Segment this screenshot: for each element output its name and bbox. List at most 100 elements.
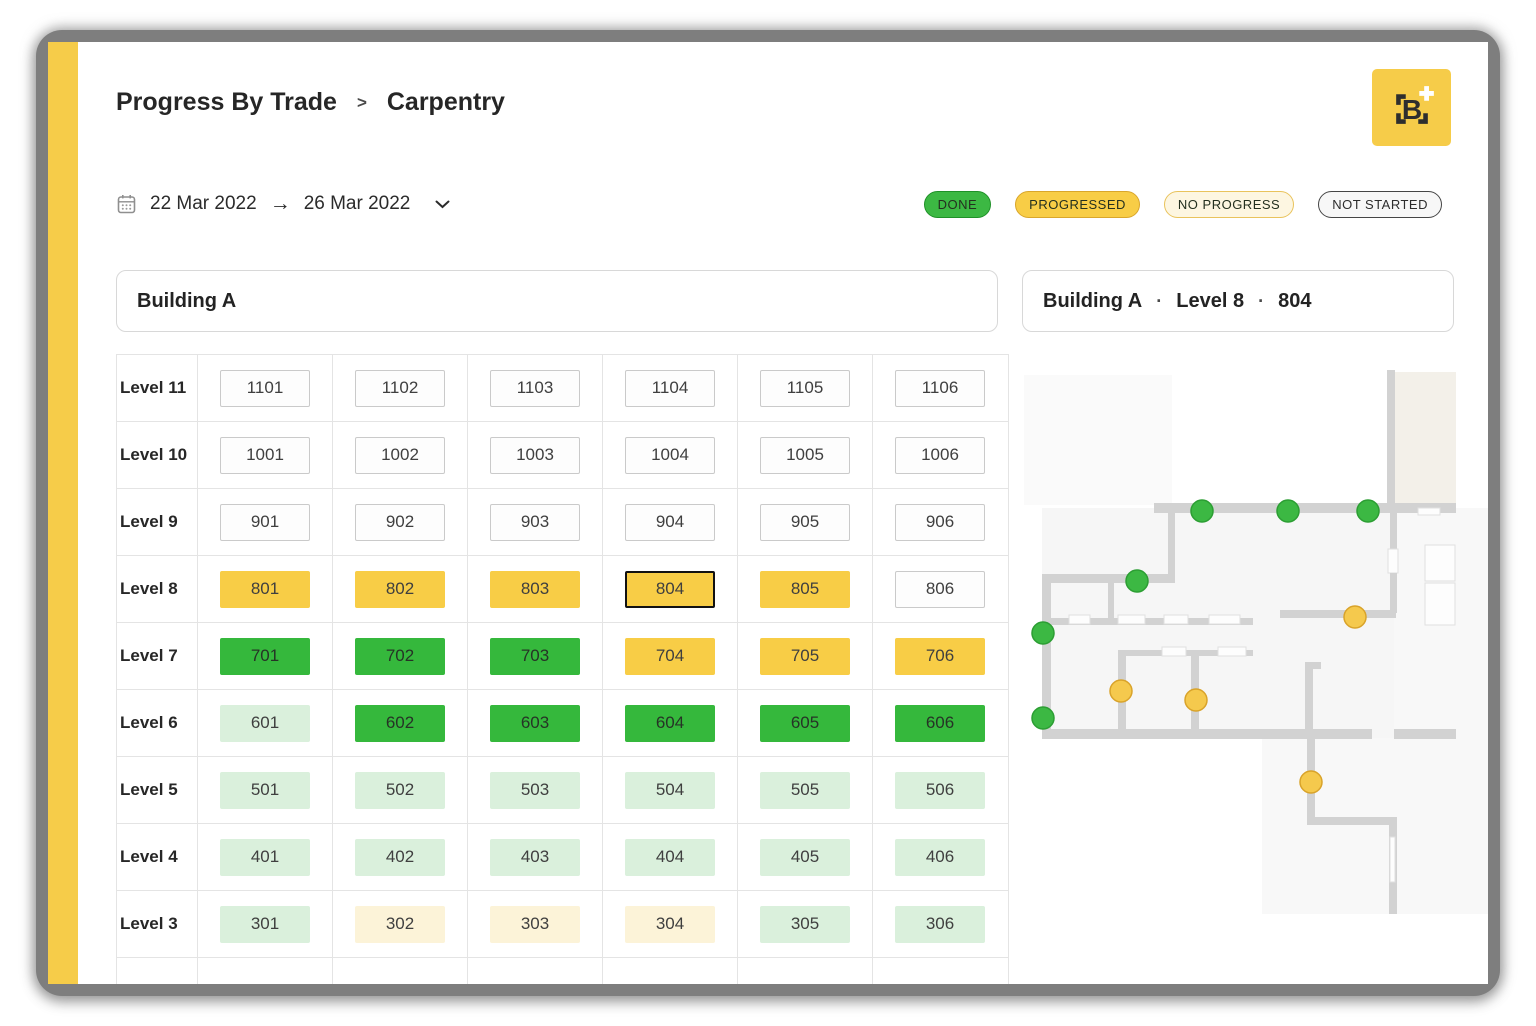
unit-cell (737, 958, 872, 984)
unit-cell: 1106 (872, 355, 1007, 421)
floorplan-marker-done[interactable] (1190, 499, 1214, 523)
grid-row: Level 11 1101 1102 1103 1104 1105 1106 (116, 354, 1009, 421)
unit-cell: 1003 (467, 422, 602, 488)
unit-cell: 802 (332, 556, 467, 622)
unit-box-1005[interactable]: 1005 (760, 436, 850, 474)
unit-cell: 704 (602, 623, 737, 689)
unit-box-705[interactable]: 705 (760, 637, 850, 675)
unit-box-802[interactable]: 802 (355, 570, 445, 608)
unit-box-306[interactable]: 306 (895, 905, 985, 943)
accent-stripe (48, 42, 78, 984)
grid-row: Level 6 601 602 603 604 605 606 (116, 689, 1009, 756)
unit-box-1104[interactable]: 1104 (625, 369, 715, 407)
unit-box-701[interactable]: 701 (220, 637, 310, 675)
unit-box-804[interactable]: 804 (625, 570, 715, 608)
floorplan-marker-done[interactable] (1031, 706, 1055, 730)
floorplan-marker-done[interactable] (1276, 499, 1300, 523)
date-range-picker[interactable]: 22 Mar 2022 → 26 Mar 2022 (116, 192, 450, 216)
unit-box-506[interactable]: 506 (895, 771, 985, 809)
dot-separator: · (1258, 290, 1265, 311)
unit-box-505[interactable]: 505 (760, 771, 850, 809)
unit-box-703[interactable]: 703 (490, 637, 580, 675)
unit-cell: 502 (332, 757, 467, 823)
unit-cell: 1004 (602, 422, 737, 488)
level-label: Level 10 (116, 422, 197, 488)
calendar-icon (117, 195, 136, 214)
floorplan-marker-progressed[interactable] (1343, 605, 1367, 629)
unit-box-301[interactable]: 301 (220, 905, 310, 943)
unit-cell: 304 (602, 891, 737, 957)
unit-box-604[interactable]: 604 (625, 704, 715, 742)
unit-box-603[interactable]: 603 (490, 704, 580, 742)
unit-cell: 402 (332, 824, 467, 890)
unit-box-902[interactable]: 902 (355, 503, 445, 541)
unit-box-503[interactable]: 503 (490, 771, 580, 809)
unit-box-501[interactable]: 501 (220, 771, 310, 809)
unit-cell: 805 (737, 556, 872, 622)
unit-box-1003[interactable]: 1003 (490, 436, 580, 474)
chevron-right-icon: > (356, 92, 367, 112)
unit-box-401[interactable]: 401 (220, 838, 310, 876)
unit-box-602[interactable]: 602 (355, 704, 445, 742)
unit-box-1102[interactable]: 1102 (355, 369, 445, 407)
floorplan-marker-done[interactable] (1125, 569, 1149, 593)
unit-box-303[interactable]: 303 (490, 905, 580, 943)
unit-box-704[interactable]: 704 (625, 637, 715, 675)
unit-box-903[interactable]: 903 (490, 503, 580, 541)
unit-box-1105[interactable]: 1105 (760, 369, 850, 407)
unit-cell: 1101 (197, 355, 332, 421)
unit-box-605[interactable]: 605 (760, 704, 850, 742)
unit-box-1106[interactable]: 1106 (895, 369, 985, 407)
unit-cell: 1105 (737, 355, 872, 421)
unit-cell: 701 (197, 623, 332, 689)
unit-box-1101[interactable]: 1101 (220, 369, 310, 407)
building-selector[interactable]: Building A (116, 270, 998, 332)
unit-cell (197, 958, 332, 984)
unit-box-901[interactable]: 901 (220, 503, 310, 541)
unit-box-806[interactable]: 806 (895, 570, 985, 608)
unit-box-1103[interactable]: 1103 (490, 369, 580, 407)
floorplan-marker-progressed[interactable] (1109, 679, 1133, 703)
floorplan-marker-progressed[interactable] (1299, 770, 1323, 794)
legend-badge-no_progress: NO PROGRESS (1163, 190, 1295, 218)
unit-box-906[interactable]: 906 (895, 503, 985, 541)
unit-box-606[interactable]: 606 (895, 704, 985, 742)
unit-box-1001[interactable]: 1001 (220, 436, 310, 474)
selection-breadcrumb: Building A · Level 8 · 804 (1022, 270, 1454, 332)
unit-box-805[interactable]: 805 (760, 570, 850, 608)
unit-box-601[interactable]: 601 (220, 704, 310, 742)
unit-box-1004[interactable]: 1004 (625, 436, 715, 474)
unit-box-803[interactable]: 803 (490, 570, 580, 608)
unit-box-502[interactable]: 502 (355, 771, 445, 809)
unit-box-905[interactable]: 905 (760, 503, 850, 541)
floorplan-marker-done[interactable] (1356, 499, 1380, 523)
unit-cell: 303 (467, 891, 602, 957)
unit-box-706[interactable]: 706 (895, 637, 985, 675)
unit-cell: 702 (332, 623, 467, 689)
unit-box-504[interactable]: 504 (625, 771, 715, 809)
unit-box-302[interactable]: 302 (355, 905, 445, 943)
unit-box-1002[interactable]: 1002 (355, 436, 445, 474)
unit-box-404[interactable]: 404 (625, 838, 715, 876)
unit-box-801[interactable]: 801 (220, 570, 310, 608)
grid-row-empty (116, 957, 1009, 984)
unit-box-904[interactable]: 904 (625, 503, 715, 541)
unit-box-402[interactable]: 402 (355, 838, 445, 876)
grid-row: Level 3 301 302 303 304 305 306 (116, 890, 1009, 957)
legend-badge-done: DONE (923, 190, 992, 218)
unit-box-403[interactable]: 403 (490, 838, 580, 876)
floorplan-marker-done[interactable] (1031, 621, 1055, 645)
unit-cell: 906 (872, 489, 1007, 555)
unit-cell: 903 (467, 489, 602, 555)
unit-box-702[interactable]: 702 (355, 637, 445, 675)
unit-box-406[interactable]: 406 (895, 838, 985, 876)
unit-box-405[interactable]: 405 (760, 838, 850, 876)
floorplan-marker-progressed[interactable] (1184, 688, 1208, 712)
unit-cell: 406 (872, 824, 1007, 890)
grid-row: Level 5 501 502 503 504 505 506 (116, 756, 1009, 823)
selected-level: Level 8 (1176, 289, 1245, 312)
unit-box-1006[interactable]: 1006 (895, 436, 985, 474)
unit-box-305[interactable]: 305 (760, 905, 850, 943)
floorplan-rooms (1024, 372, 1488, 914)
unit-box-304[interactable]: 304 (625, 905, 715, 943)
